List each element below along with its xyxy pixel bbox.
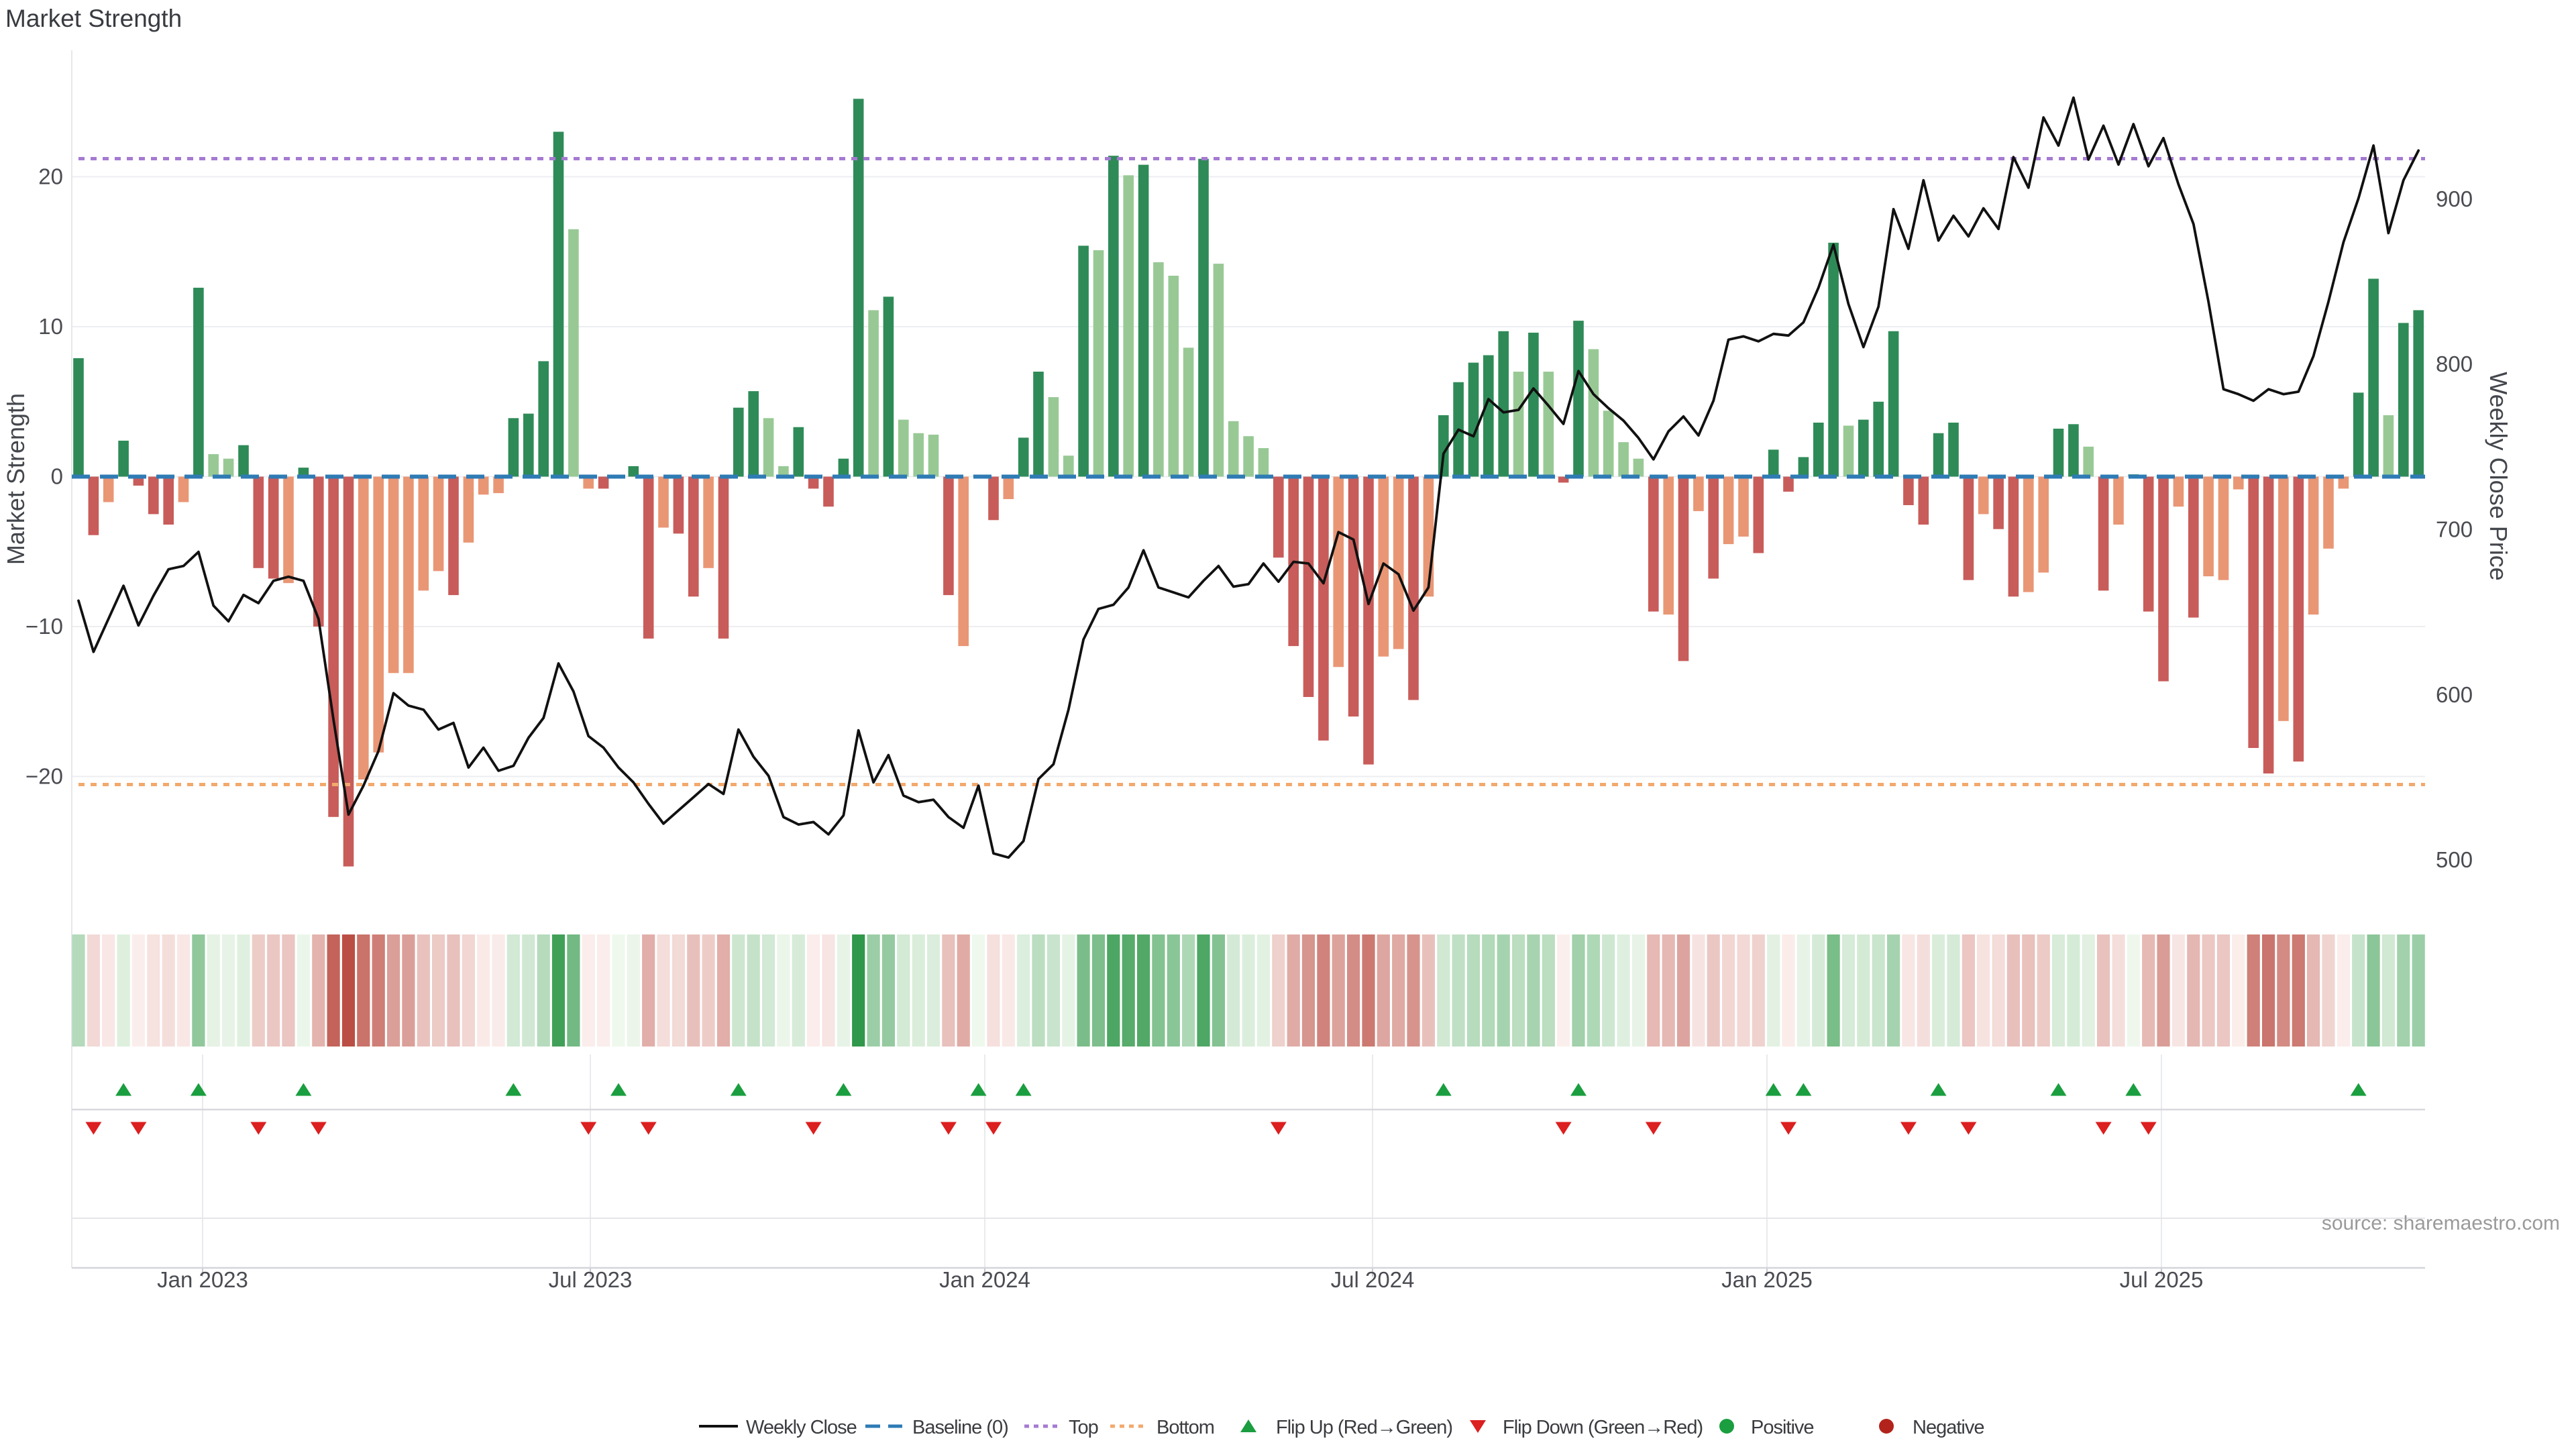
svg-text:Top: Top: [1069, 1417, 1098, 1438]
svg-text:0: 0: [51, 464, 63, 489]
svg-text:600: 600: [2436, 682, 2473, 707]
svg-text:Weekly Close Price: Weekly Close Price: [2485, 372, 2512, 580]
svg-text:Flip Down (Green→Red): Flip Down (Green→Red): [1503, 1417, 1703, 1438]
svg-text:Baseline (0): Baseline (0): [912, 1417, 1008, 1438]
svg-text:Weekly Close: Weekly Close: [746, 1417, 857, 1438]
svg-text:Jul 2023: Jul 2023: [549, 1267, 633, 1292]
svg-text:Jan 2023: Jan 2023: [157, 1267, 248, 1292]
svg-text:10: 10: [38, 314, 63, 339]
svg-text:Positive: Positive: [1751, 1417, 1814, 1438]
svg-text:Market Strength: Market Strength: [2, 393, 30, 565]
svg-text:700: 700: [2436, 517, 2473, 542]
svg-text:Market Strength: Market Strength: [5, 5, 182, 32]
svg-text:Bottom: Bottom: [1157, 1417, 1214, 1438]
svg-text:20: 20: [38, 164, 63, 189]
svg-text:Jul 2025: Jul 2025: [2120, 1267, 2204, 1292]
svg-text:900: 900: [2436, 186, 2473, 211]
svg-text:−10: −10: [25, 614, 63, 639]
svg-text:−20: −20: [25, 764, 63, 789]
svg-text:500: 500: [2436, 847, 2473, 872]
svg-text:Jul 2024: Jul 2024: [1331, 1267, 1415, 1292]
svg-text:Flip Up (Red→Green): Flip Up (Red→Green): [1276, 1417, 1452, 1438]
svg-text:Jan 2025: Jan 2025: [1721, 1267, 1813, 1292]
svg-text:Negative: Negative: [1913, 1417, 1984, 1438]
svg-text:Jan 2024: Jan 2024: [939, 1267, 1030, 1292]
svg-text:source: sharemaestro.com: source: sharemaestro.com: [2322, 1212, 2560, 1234]
svg-text:800: 800: [2436, 352, 2473, 376]
